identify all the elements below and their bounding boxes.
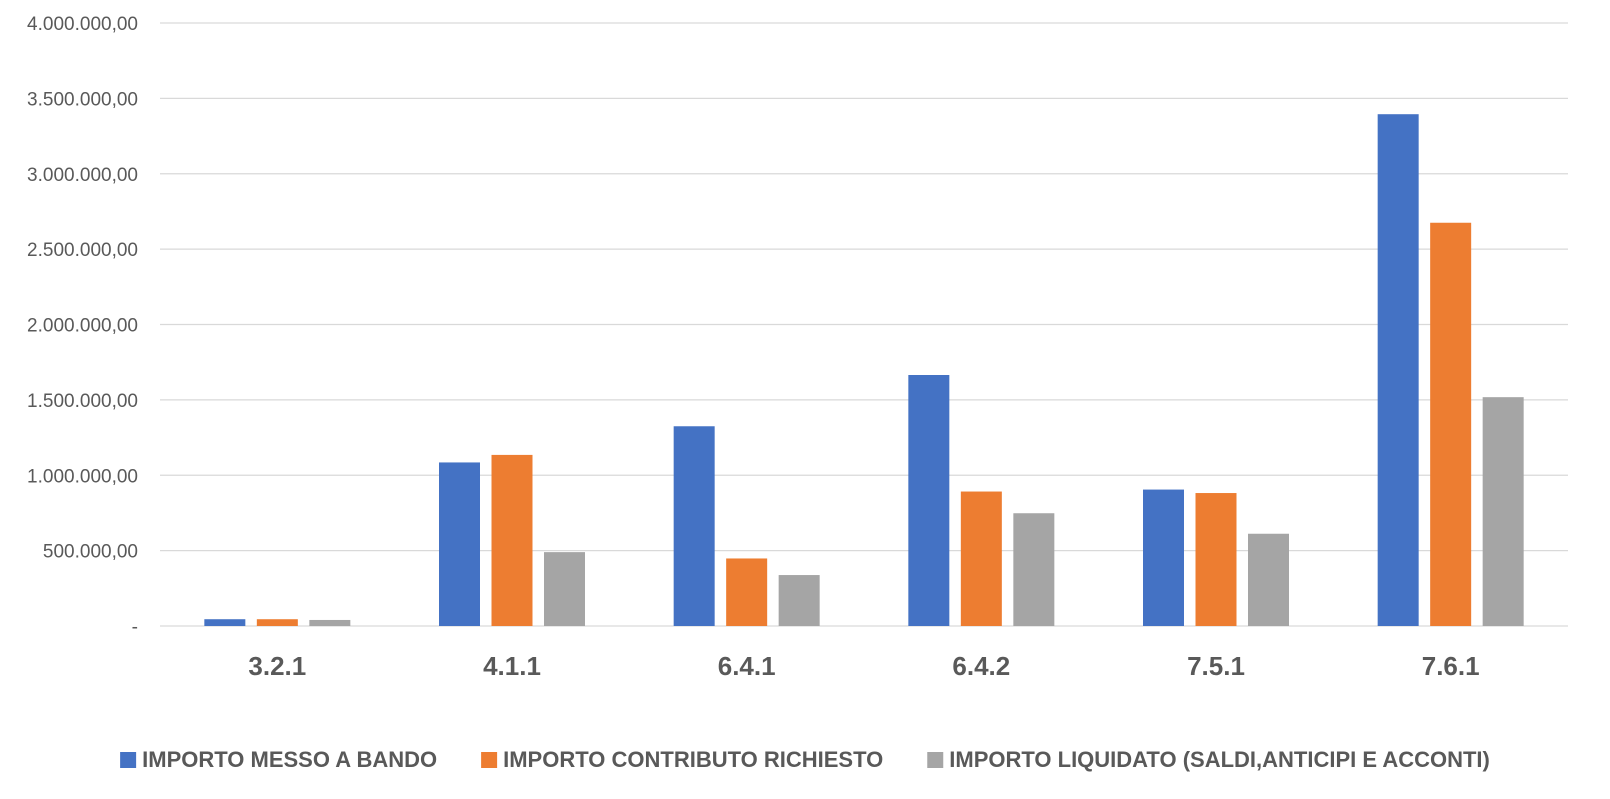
legend-label: IMPORTO CONTRIBUTO RICHIESTO <box>503 747 883 772</box>
y-axis-tick-labels: - 500.000,00 1.000.000,00 1.500.000,00 2.000… <box>27 14 138 638</box>
legend: IMPORTO MESSO A BANDO IMPORTO CONTRIBUTO … <box>120 747 1490 772</box>
y-tick-label: 4.000.000,00 <box>27 14 138 35</box>
x-category-label: 7.6.1 <box>1422 651 1480 681</box>
y-tick-label: 1.500.000,00 <box>27 391 138 412</box>
gridlines <box>160 22 1568 627</box>
bar-3-2-1-series-3 <box>309 619 351 626</box>
bar-6-4-1-series-3 <box>778 575 820 626</box>
legend-swatch <box>927 752 944 768</box>
bars <box>204 114 1524 627</box>
bar-6-4-2-series-1 <box>908 375 950 626</box>
y-tick-label: - <box>132 617 138 638</box>
bar-6-4-1-series-1 <box>673 426 715 626</box>
x-category-label: 4.1.1 <box>483 651 541 681</box>
y-tick-label: 2.000.000,00 <box>27 316 138 337</box>
bar-7-6-1-series-2 <box>1430 222 1472 626</box>
bar-6-4-2-series-3 <box>1013 513 1055 626</box>
bar-3-2-1-series-1 <box>204 619 246 626</box>
bar-3-2-1-series-2 <box>256 619 298 626</box>
legend-label: IMPORTO MESSO A BANDO <box>142 747 437 772</box>
x-category-label: 3.2.1 <box>248 651 306 681</box>
legend-label: IMPORTO LIQUIDATO (SALDI,ANTICIPI E ACCO… <box>949 747 1490 772</box>
y-tick-label: 3.000.000,00 <box>27 165 138 186</box>
x-category-label: 6.4.1 <box>718 651 776 681</box>
y-tick-label: 500.000,00 <box>43 542 138 563</box>
bar-7-5-1-series-3 <box>1248 533 1289 626</box>
bar-4-1-1-series-1 <box>439 462 480 626</box>
bar-4-1-1-series-2 <box>491 454 533 626</box>
legend-swatch <box>120 752 137 768</box>
bar-4-1-1-series-3 <box>544 552 585 626</box>
bar-6-4-2-series-2 <box>960 491 1002 626</box>
bar-6-4-1-series-2 <box>726 558 768 626</box>
legend-swatch <box>481 752 498 768</box>
y-tick-label: 3.500.000,00 <box>27 89 138 110</box>
bar-7-5-1-series-2 <box>1195 493 1237 626</box>
x-axis-category-labels: 3.2.1 4.1.1 6.4.1 6.4.2 7.5.1 7.6.1 <box>248 651 1479 681</box>
y-tick-label: 1.000.000,00 <box>27 466 138 487</box>
bar-7-6-1-series-1 <box>1377 114 1419 627</box>
x-category-label: 7.5.1 <box>1187 651 1245 681</box>
y-tick-label: 2.500.000,00 <box>27 240 138 261</box>
bar-7-6-1-series-3 <box>1482 397 1524 626</box>
bar-7-5-1-series-1 <box>1143 489 1184 626</box>
x-category-label: 6.4.2 <box>952 651 1010 681</box>
